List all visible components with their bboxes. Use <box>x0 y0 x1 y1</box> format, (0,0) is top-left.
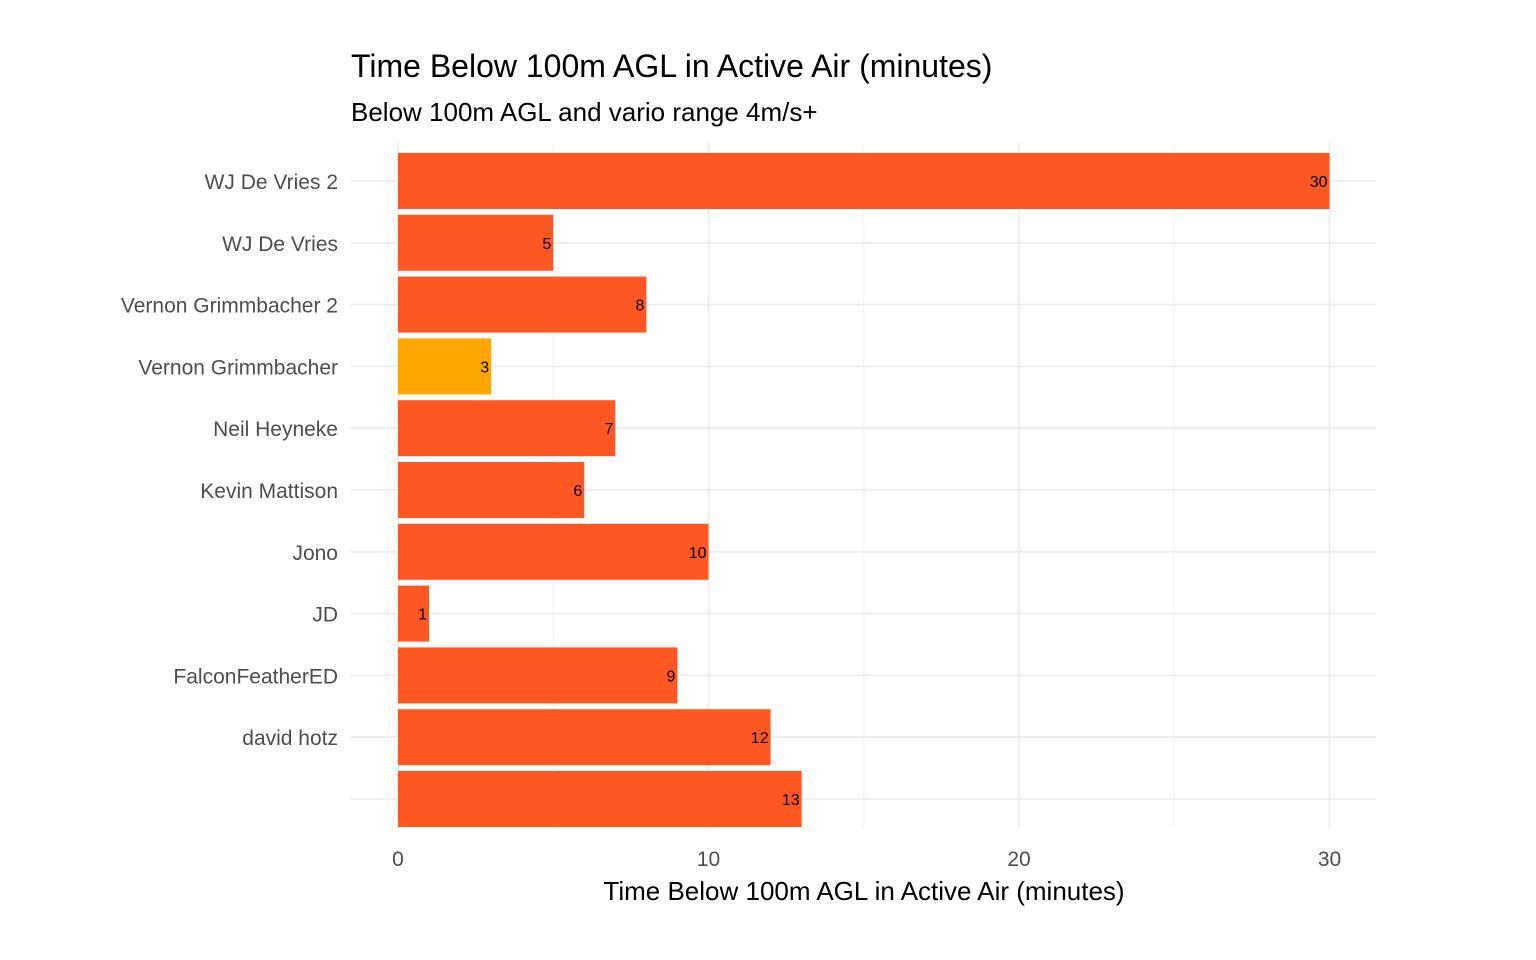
x-tick-label: 0 <box>392 848 404 871</box>
data-label: 13 <box>782 792 800 809</box>
y-tick-label: david hotz <box>242 727 338 750</box>
bar <box>398 709 771 766</box>
bar <box>398 400 616 457</box>
data-label: 1 <box>418 607 427 624</box>
y-tick-label: Jono <box>292 542 338 565</box>
data-label: 30 <box>1310 174 1328 191</box>
x-tick-label: 10 <box>697 848 720 871</box>
data-label: 8 <box>635 298 644 315</box>
y-tick-label: Neil Heyneke <box>213 418 338 441</box>
y-axis-tick-labels: WJ De Vries 2 WJ De Vries Vernon Grimmbach… <box>121 171 338 750</box>
bar <box>398 153 1330 209</box>
chart-subtitle: Below 100m AGL and vario range 4m/s+ <box>351 97 818 127</box>
bar <box>398 462 585 518</box>
bar <box>398 338 492 395</box>
data-label: 6 <box>573 483 582 500</box>
y-tick-label: Kevin Mattison <box>200 480 338 503</box>
y-tick-label: WJ De Vries 2 <box>205 171 338 194</box>
data-label: 9 <box>667 668 676 685</box>
data-label: 5 <box>542 236 551 253</box>
x-tick-label: 20 <box>1007 848 1030 871</box>
bar <box>398 771 802 827</box>
bar <box>398 276 647 333</box>
data-label: 12 <box>751 730 769 747</box>
bars <box>398 153 1330 827</box>
chart-title: Time Below 100m AGL in Active Air (minut… <box>351 48 993 84</box>
y-tick-label: Vernon Grimmbacher <box>138 356 338 379</box>
y-tick-label: FalconFeatherED <box>173 665 338 688</box>
bar <box>398 647 678 704</box>
data-labels: 30 5 8 3 7 6 10 1 9 12 13 <box>418 174 1327 809</box>
y-tick-label: Vernon Grimmbacher 2 <box>121 295 338 318</box>
y-tick-label: WJ De Vries <box>222 233 338 256</box>
y-tick-label: JD <box>312 604 338 627</box>
data-label: 7 <box>604 421 613 438</box>
data-label: 10 <box>689 545 707 562</box>
bar <box>398 585 430 642</box>
x-axis-title: Time Below 100m AGL in Active Air (minut… <box>603 876 1124 906</box>
x-axis-tick-labels: 0 10 20 30 <box>392 848 1341 871</box>
data-label: 3 <box>480 359 489 376</box>
x-tick-label: 30 <box>1318 848 1341 871</box>
bar <box>398 214 554 271</box>
bar <box>398 523 709 580</box>
